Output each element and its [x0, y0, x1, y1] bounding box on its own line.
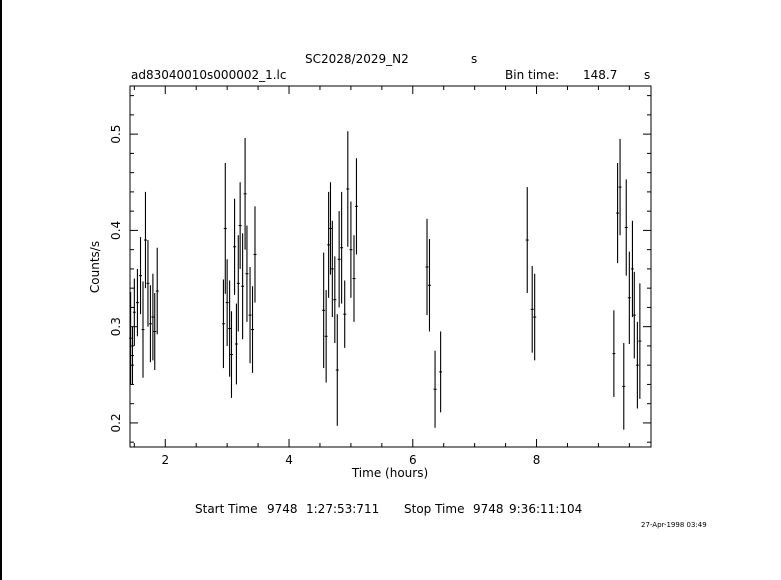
- plot-frame: [129, 85, 652, 448]
- data-point: [228, 280, 232, 377]
- data-point: [622, 343, 626, 430]
- data-point: [354, 158, 358, 255]
- start-time-label: Start Time: [195, 502, 258, 516]
- y-tick-label: 0.4: [109, 221, 123, 240]
- data-point: [533, 273, 537, 361]
- data-point: [229, 311, 233, 398]
- data-point: [333, 256, 337, 344]
- data-point: [233, 198, 237, 295]
- data-point: [330, 220, 334, 318]
- data-point: [243, 137, 247, 250]
- chart-title-unit: s: [471, 52, 478, 66]
- data-point: [433, 350, 437, 428]
- data-point: [135, 268, 139, 337]
- data-point: [439, 331, 443, 413]
- stop-time-value: 9:36:11:104: [509, 502, 583, 516]
- date-stamp: 27-Apr-1998 03:49: [641, 521, 707, 529]
- file-name: ad83040010s000002_1.lc: [131, 68, 287, 82]
- data-point: [427, 239, 431, 332]
- data-point: [143, 191, 147, 289]
- data-point: [335, 314, 339, 426]
- data-point: [328, 182, 332, 275]
- data-point: [618, 138, 622, 236]
- data-point: [129, 292, 133, 385]
- data-point: [612, 310, 616, 397]
- data-point: [630, 220, 634, 318]
- start-time-day: 9748: [267, 502, 298, 516]
- data-point: [346, 131, 350, 247]
- y-tick-label: 0.2: [109, 413, 123, 432]
- data-point: [223, 163, 227, 294]
- data-point: [352, 235, 356, 322]
- data-point: [627, 251, 631, 344]
- data-point: [245, 225, 249, 322]
- data-point: [343, 280, 347, 348]
- y-tick-label: 0.5: [109, 125, 123, 144]
- chart-title: SC2028/2029_N2: [305, 52, 409, 66]
- data-point: [130, 326, 134, 385]
- start-time-value: 1:27:53:711: [306, 502, 380, 516]
- x-axis-label: Time (hours): [351, 466, 428, 480]
- stop-time-label: Stop Time: [404, 502, 465, 516]
- data-point: [221, 279, 225, 369]
- data-point: [146, 240, 150, 327]
- data-point: [248, 266, 252, 364]
- bin-time-value: 148.7: [583, 68, 618, 82]
- data-point: [139, 237, 143, 315]
- data-point: [153, 292, 157, 370]
- data-point: [632, 271, 636, 359]
- data-point: [225, 259, 229, 346]
- data-point: [251, 286, 255, 373]
- data-point: [327, 191, 331, 298]
- data-point: [253, 206, 257, 303]
- data-point: [638, 283, 642, 399]
- data-point: [322, 252, 326, 369]
- data-point: [151, 273, 155, 361]
- x-tick-label: 2: [161, 453, 169, 467]
- data-point: [155, 247, 159, 335]
- data-point: [236, 235, 240, 332]
- data-point: [234, 303, 238, 385]
- y-tick-label: 0.3: [109, 317, 123, 336]
- data-point: [324, 290, 328, 383]
- data-point: [616, 163, 620, 264]
- x-tick-label: 8: [533, 453, 541, 467]
- x-tick-label: 6: [409, 453, 417, 467]
- data-point: [349, 201, 353, 298]
- stop-time-day: 9748: [473, 502, 504, 516]
- y-axis-label: Counts/s: [88, 241, 102, 293]
- bin-time-unit: s: [644, 68, 651, 82]
- data-point: [241, 233, 245, 340]
- data-point: [340, 191, 344, 304]
- bin-time-label: Bin time:: [505, 68, 560, 82]
- data-point: [530, 266, 534, 353]
- data-point: [141, 281, 145, 378]
- data-point: [132, 278, 136, 346]
- data-point: [525, 187, 529, 293]
- data-point: [425, 218, 429, 316]
- left-border: [0, 0, 2, 580]
- data-point: [238, 182, 242, 269]
- data-point: [624, 179, 628, 276]
- x-tick-label: 4: [285, 453, 293, 467]
- data-point: [635, 321, 639, 409]
- data-point: [148, 285, 152, 363]
- data-point: [337, 211, 341, 308]
